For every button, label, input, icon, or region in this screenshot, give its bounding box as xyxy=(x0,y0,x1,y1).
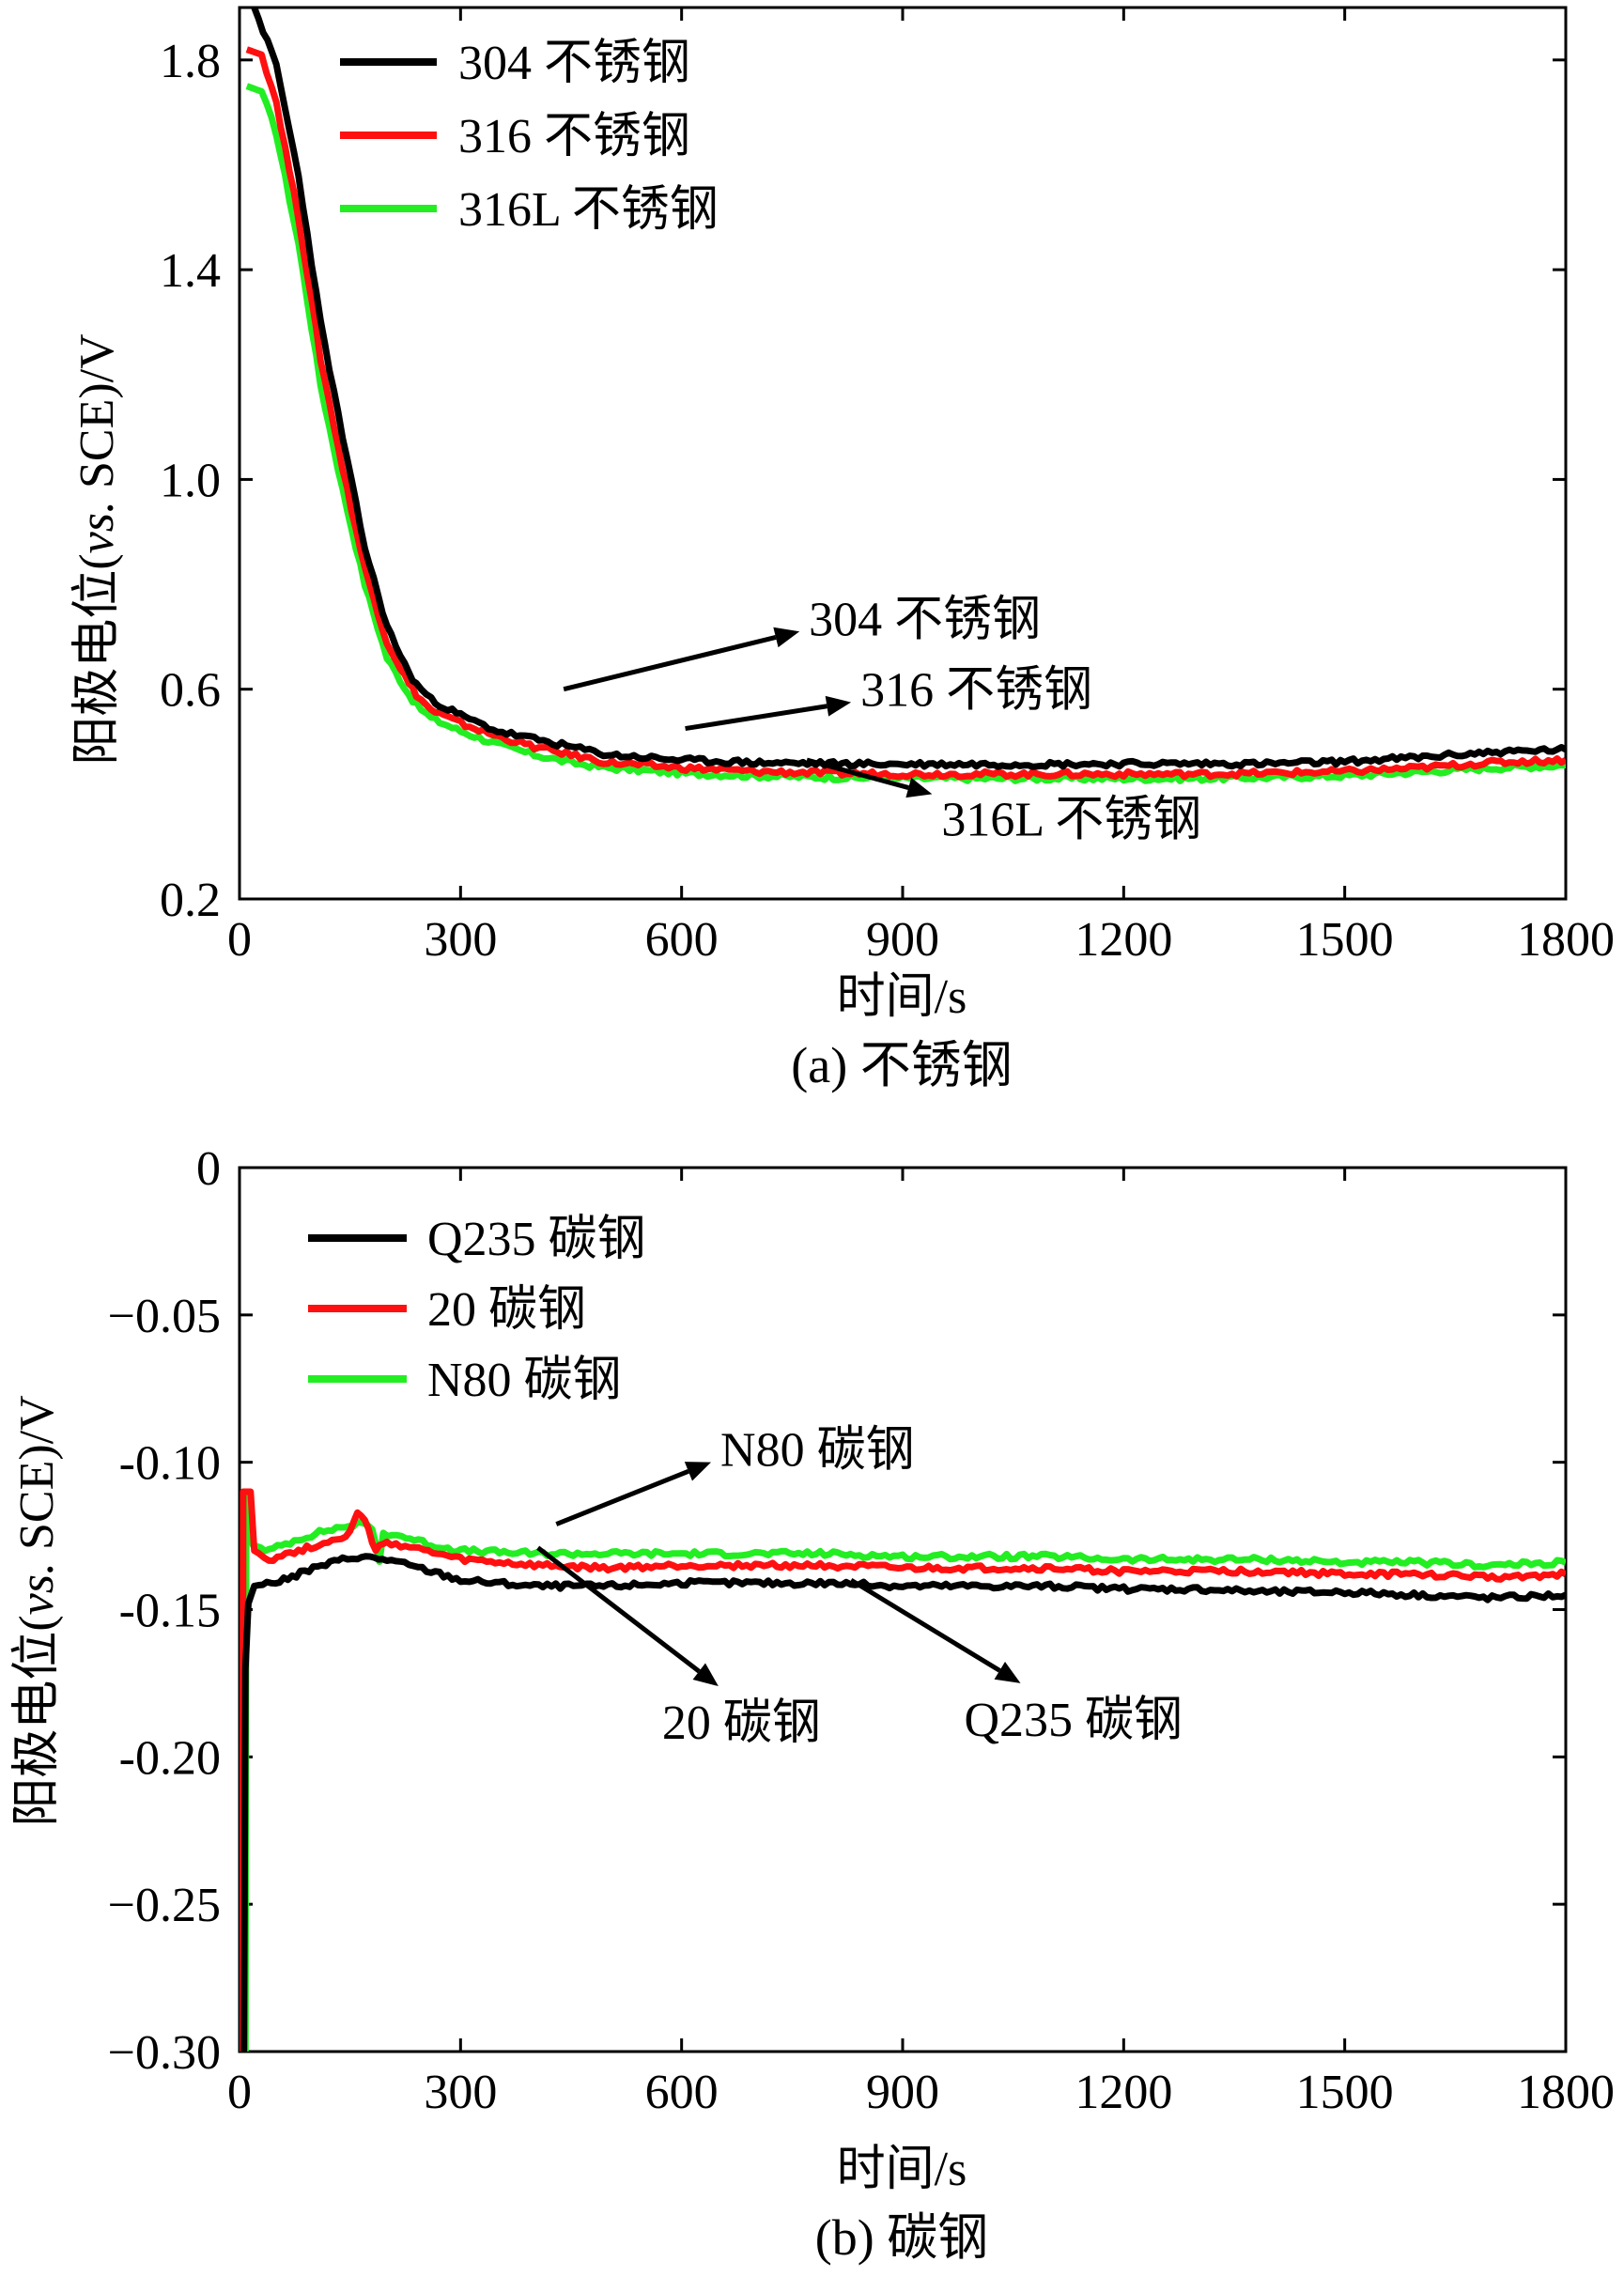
panel-b-legend-label: 20 碳钢 xyxy=(427,1283,586,1337)
panel-a-series-line-304-不锈钢 xyxy=(251,8,1566,770)
panel-b-annotation-arrow-head xyxy=(692,1663,719,1687)
panel-b-annotation-label: Q235 碳钢 xyxy=(965,1694,1183,1747)
panel-a-stainless-steel: (a) 不锈钢 时间/s 阳极电位(vs. SCE)/V 0 300 600 900 1… xyxy=(70,6,1615,1093)
panel-a-x-tick-label: 1200 xyxy=(1075,913,1172,967)
panel-a-y-tick-label: 1.8 xyxy=(160,35,221,88)
panel-b-legend-label: Q235 碳钢 xyxy=(427,1213,646,1266)
panel-a-caption: (a) 不锈钢 xyxy=(791,1037,1012,1093)
panel-b-y-tick-label: −0.05 xyxy=(108,1290,221,1343)
panel-b-annotation-arrow-shaft xyxy=(536,1545,701,1674)
panel-b-annotation-arrow-head xyxy=(994,1662,1021,1683)
panel-b-y-tick-label: 0 xyxy=(196,1142,221,1196)
panel-b-y-tick-label: -0.10 xyxy=(119,1437,221,1491)
panel-b-y-axis-label: 阳极电位(vs. SCE)/V xyxy=(10,1395,64,1826)
panel-b-y-label-italic: vs. xyxy=(10,1562,64,1615)
panel-b-annotation-arrow-shaft xyxy=(849,1577,1001,1673)
panel-b-x-tick-label: 1200 xyxy=(1075,2066,1172,2119)
panel-a-x-tick-label: 900 xyxy=(866,913,939,967)
panel-a-x-tick-label: 600 xyxy=(645,913,719,967)
panel-a-legend-label: 316L 不锈钢 xyxy=(458,183,719,237)
panel-a-annotation-arrow-head xyxy=(825,695,852,717)
panel-a-x-tick-label: 1800 xyxy=(1517,913,1615,967)
panel-b-x-tick-label: 1500 xyxy=(1296,2066,1394,2119)
panel-b-series-line-q235-碳钢 xyxy=(240,1553,1566,2052)
panel-b-x-tick-label: 0 xyxy=(227,2066,252,2119)
panel-a-y-label-suffix: SCE)/V xyxy=(70,333,124,501)
panel-a-x-tick-label: 1500 xyxy=(1296,913,1394,967)
panel-b-carbon-steel: (b) 碳钢 时间/s 阳极电位(vs. SCE)/V 0 300 600 900 12… xyxy=(10,1142,1615,2266)
panel-a-y-tick-label: 1.4 xyxy=(160,244,221,298)
panel-b-annotation-arrow-shaft xyxy=(555,1468,689,1526)
panel-a-legend-label: 304 不锈钢 xyxy=(458,37,690,90)
panel-b-caption: (b) 碳钢 xyxy=(815,2209,988,2266)
panel-a-annotation-arrow-shaft xyxy=(685,704,827,732)
panel-a-annotation-label: 316L 不锈钢 xyxy=(941,793,1201,846)
panel-a-y-tick-label: 0.6 xyxy=(160,664,221,718)
panel-b-annotation-arrow-head xyxy=(684,1462,712,1481)
panel-a-annotation-arrow-shaft xyxy=(806,757,909,790)
panel-b-x-tick-label: 900 xyxy=(866,2066,939,2119)
panel-a-annotation-arrow-shaft xyxy=(563,635,777,692)
panel-b-y-label-prefix: 阳极电位( xyxy=(10,1615,64,1826)
panel-b-series-line-20-碳钢 xyxy=(240,1488,1566,2052)
panel-a-annotation-label: 304 不锈钢 xyxy=(809,593,1041,646)
panel-b-x-tick-label: 300 xyxy=(424,2066,497,2119)
panel-a-annotation-arrow-head xyxy=(905,777,933,798)
panel-b-y-label-suffix: SCE)/V xyxy=(10,1395,64,1562)
panel-b-annotation-label: 20 碳钢 xyxy=(662,1696,821,1750)
panel-b-legend-label: N80 碳钢 xyxy=(427,1354,622,1407)
panel-a-x-tick-label: 300 xyxy=(424,913,497,967)
panel-b-x-tick-label: 1800 xyxy=(1517,2066,1615,2119)
panel-a-x-tick-label: 0 xyxy=(227,913,252,967)
panel-a-annotation-label: 316 不锈钢 xyxy=(860,664,1092,718)
panel-a-y-tick-label: 0.2 xyxy=(160,874,221,927)
panel-b-y-tick-label: -0.15 xyxy=(119,1585,221,1638)
panel-b-y-tick-label: −0.30 xyxy=(108,2026,221,2080)
panel-a-y-label-prefix: 阳极电位( xyxy=(70,553,124,765)
panel-b-annotation-label: N80 碳钢 xyxy=(720,1424,915,1478)
panel-a-y-axis-label: 阳极电位(vs. SCE)/V xyxy=(70,333,124,765)
panel-a-annotation-arrow-head xyxy=(773,627,800,648)
panel-b-series-line-n80-碳钢 xyxy=(241,1494,1566,2052)
panel-b-y-tick-label: −0.25 xyxy=(108,1879,221,1932)
panel-a-y-label-italic: vs. xyxy=(70,501,124,553)
panel-a-x-axis-label: 时间/s xyxy=(837,970,967,1024)
panel-b-x-tick-label: 600 xyxy=(645,2066,719,2119)
panel-b-y-tick-label: -0.20 xyxy=(119,1731,221,1785)
panel-b-x-axis-label: 时间/s xyxy=(837,2143,967,2196)
panel-a-y-tick-label: 1.0 xyxy=(160,454,221,507)
panel-a-series-line-316-不锈钢 xyxy=(245,46,1566,781)
panel-a-legend-label: 316 不锈钢 xyxy=(458,110,690,163)
